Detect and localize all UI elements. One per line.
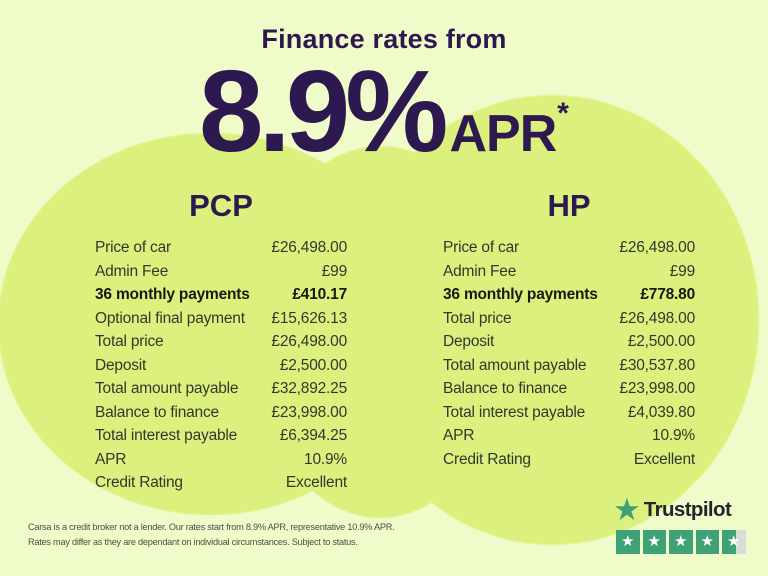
row-value: £15,626.13: [271, 309, 347, 327]
apr-asterisk: *: [557, 97, 569, 130]
table-row: Admin Fee £99: [443, 263, 695, 281]
row-label: Price of car: [95, 239, 171, 256]
pcp-table: PCP Price of car £26,498.00 Admin Fee £99 36…: [95, 188, 347, 498]
row-label: Total price: [443, 309, 512, 327]
rating-star-box: ★: [642, 530, 666, 554]
table-row: Total interest payable £6,394.25: [95, 427, 347, 445]
row-label: Price of car: [443, 239, 519, 256]
row-label: Total price: [95, 333, 164, 350]
row-value: £99: [669, 262, 695, 280]
row-value: £4,039.80: [627, 403, 695, 421]
hp-table: HP Price of car £26,498.00 Admin Fee £99 36 …: [443, 188, 695, 474]
table-row: Credit Rating Excellent: [443, 451, 695, 469]
hp-table-title: HP: [547, 188, 591, 223]
trustpilot-star-icon: ★: [613, 492, 641, 527]
rate-value: 8.9%: [199, 46, 448, 176]
table-row: Total price £26,498.00: [443, 310, 695, 328]
table-row: Price of car £26,498.00: [443, 239, 695, 257]
row-value: £26,498.00: [271, 239, 347, 256]
row-label: Credit Rating: [95, 474, 183, 491]
table-row: Credit Rating Excellent: [95, 474, 347, 492]
pcp-table-rows: Price of car £26,498.00 Admin Fee £99 36 mon…: [95, 239, 347, 492]
row-label: Balance to finance: [443, 380, 567, 397]
row-label: Optional final payment: [95, 309, 245, 327]
rating-star-box: ★: [695, 530, 719, 554]
row-value: £99: [321, 262, 347, 280]
row-label: Deposit: [443, 333, 495, 350]
table-row: APR 10.9%: [95, 451, 347, 469]
headline-rate: 8.9% APR *: [0, 46, 768, 176]
table-row: Balance to finance £23,998.00: [95, 404, 347, 422]
row-value: £23,998.00: [271, 403, 347, 421]
row-label: Admin Fee: [95, 262, 169, 280]
hp-table-rows: Price of car £26,498.00 Admin Fee £99 36 mon…: [443, 239, 695, 468]
table-row: Deposit £2,500.00: [443, 333, 695, 351]
rating-star-box: ★: [722, 530, 746, 554]
row-label: Credit Rating: [443, 450, 531, 468]
table-row: 36 monthly payments £778.80: [443, 286, 695, 304]
row-value: Excellent: [633, 450, 695, 468]
apr-label: APR: [449, 105, 557, 163]
row-value: £26,498.00: [619, 239, 695, 256]
row-label: 36 monthly payments: [95, 286, 250, 303]
row-value: £32,892.25: [271, 380, 347, 397]
row-label: Total interest payable: [95, 427, 238, 444]
row-value: £2,500.00: [279, 356, 347, 374]
table-row: Admin Fee £99: [95, 263, 347, 281]
trustpilot-rating-stars: ★ ★ ★ ★ ★: [616, 530, 753, 554]
row-value: £2,500.00: [627, 333, 695, 350]
trustpilot-logo: ★ Trustpilot: [613, 494, 753, 525]
row-value: £23,998.00: [619, 380, 695, 397]
row-value: £30,537.80: [619, 356, 695, 374]
pcp-table-title: PCP: [189, 188, 253, 223]
trustpilot-wordmark: Trustpilot: [643, 497, 732, 521]
table-row: Deposit £2,500.00: [95, 357, 347, 375]
row-label: Total amount payable: [443, 356, 587, 374]
rating-star-box: ★: [616, 530, 640, 554]
row-value: Excellent: [285, 474, 347, 491]
row-value: £6,394.25: [279, 427, 347, 444]
table-row: Balance to finance £23,998.00: [443, 380, 695, 398]
row-label: Total interest payable: [443, 403, 586, 421]
row-value: 10.9%: [304, 450, 347, 468]
trustpilot-widget: ★ Trustpilot ★ ★ ★ ★ ★: [613, 494, 753, 554]
table-row: Total amount payable £32,892.25: [95, 380, 347, 398]
row-label: 36 monthly payments: [443, 286, 598, 303]
page-title: Finance rates from: [261, 24, 507, 54]
row-value: £26,498.00: [271, 333, 347, 350]
disclaimer-line-2: Rates may differ as they are dependant o…: [28, 537, 358, 547]
row-label: APR: [95, 450, 127, 468]
table-row: APR 10.9%: [443, 427, 695, 445]
row-value: £26,498.00: [619, 309, 695, 327]
table-row: Price of car £26,498.00: [95, 239, 347, 257]
row-value: £778.80: [640, 286, 695, 303]
rating-star-box: ★: [669, 530, 693, 554]
row-label: Balance to finance: [95, 403, 219, 421]
row-label: Total amount payable: [95, 380, 239, 397]
row-value: 10.9%: [652, 427, 695, 444]
row-label: Admin Fee: [443, 262, 517, 280]
row-label: Deposit: [95, 356, 147, 374]
table-row: Total amount payable £30,537.80: [443, 357, 695, 375]
row-label: APR: [443, 427, 475, 444]
row-value: £410.17: [292, 286, 347, 303]
disclaimer-text: Carsa is a credit broker not a lender. O…: [28, 520, 448, 550]
table-row: Total interest payable £4,039.80: [443, 404, 695, 422]
table-row: Total price £26,498.00: [95, 333, 347, 351]
disclaimer-line-1: Carsa is a credit broker not a lender. O…: [28, 522, 395, 532]
table-row: 36 monthly payments £410.17: [95, 286, 347, 304]
table-row: Optional final payment £15,626.13: [95, 310, 347, 328]
